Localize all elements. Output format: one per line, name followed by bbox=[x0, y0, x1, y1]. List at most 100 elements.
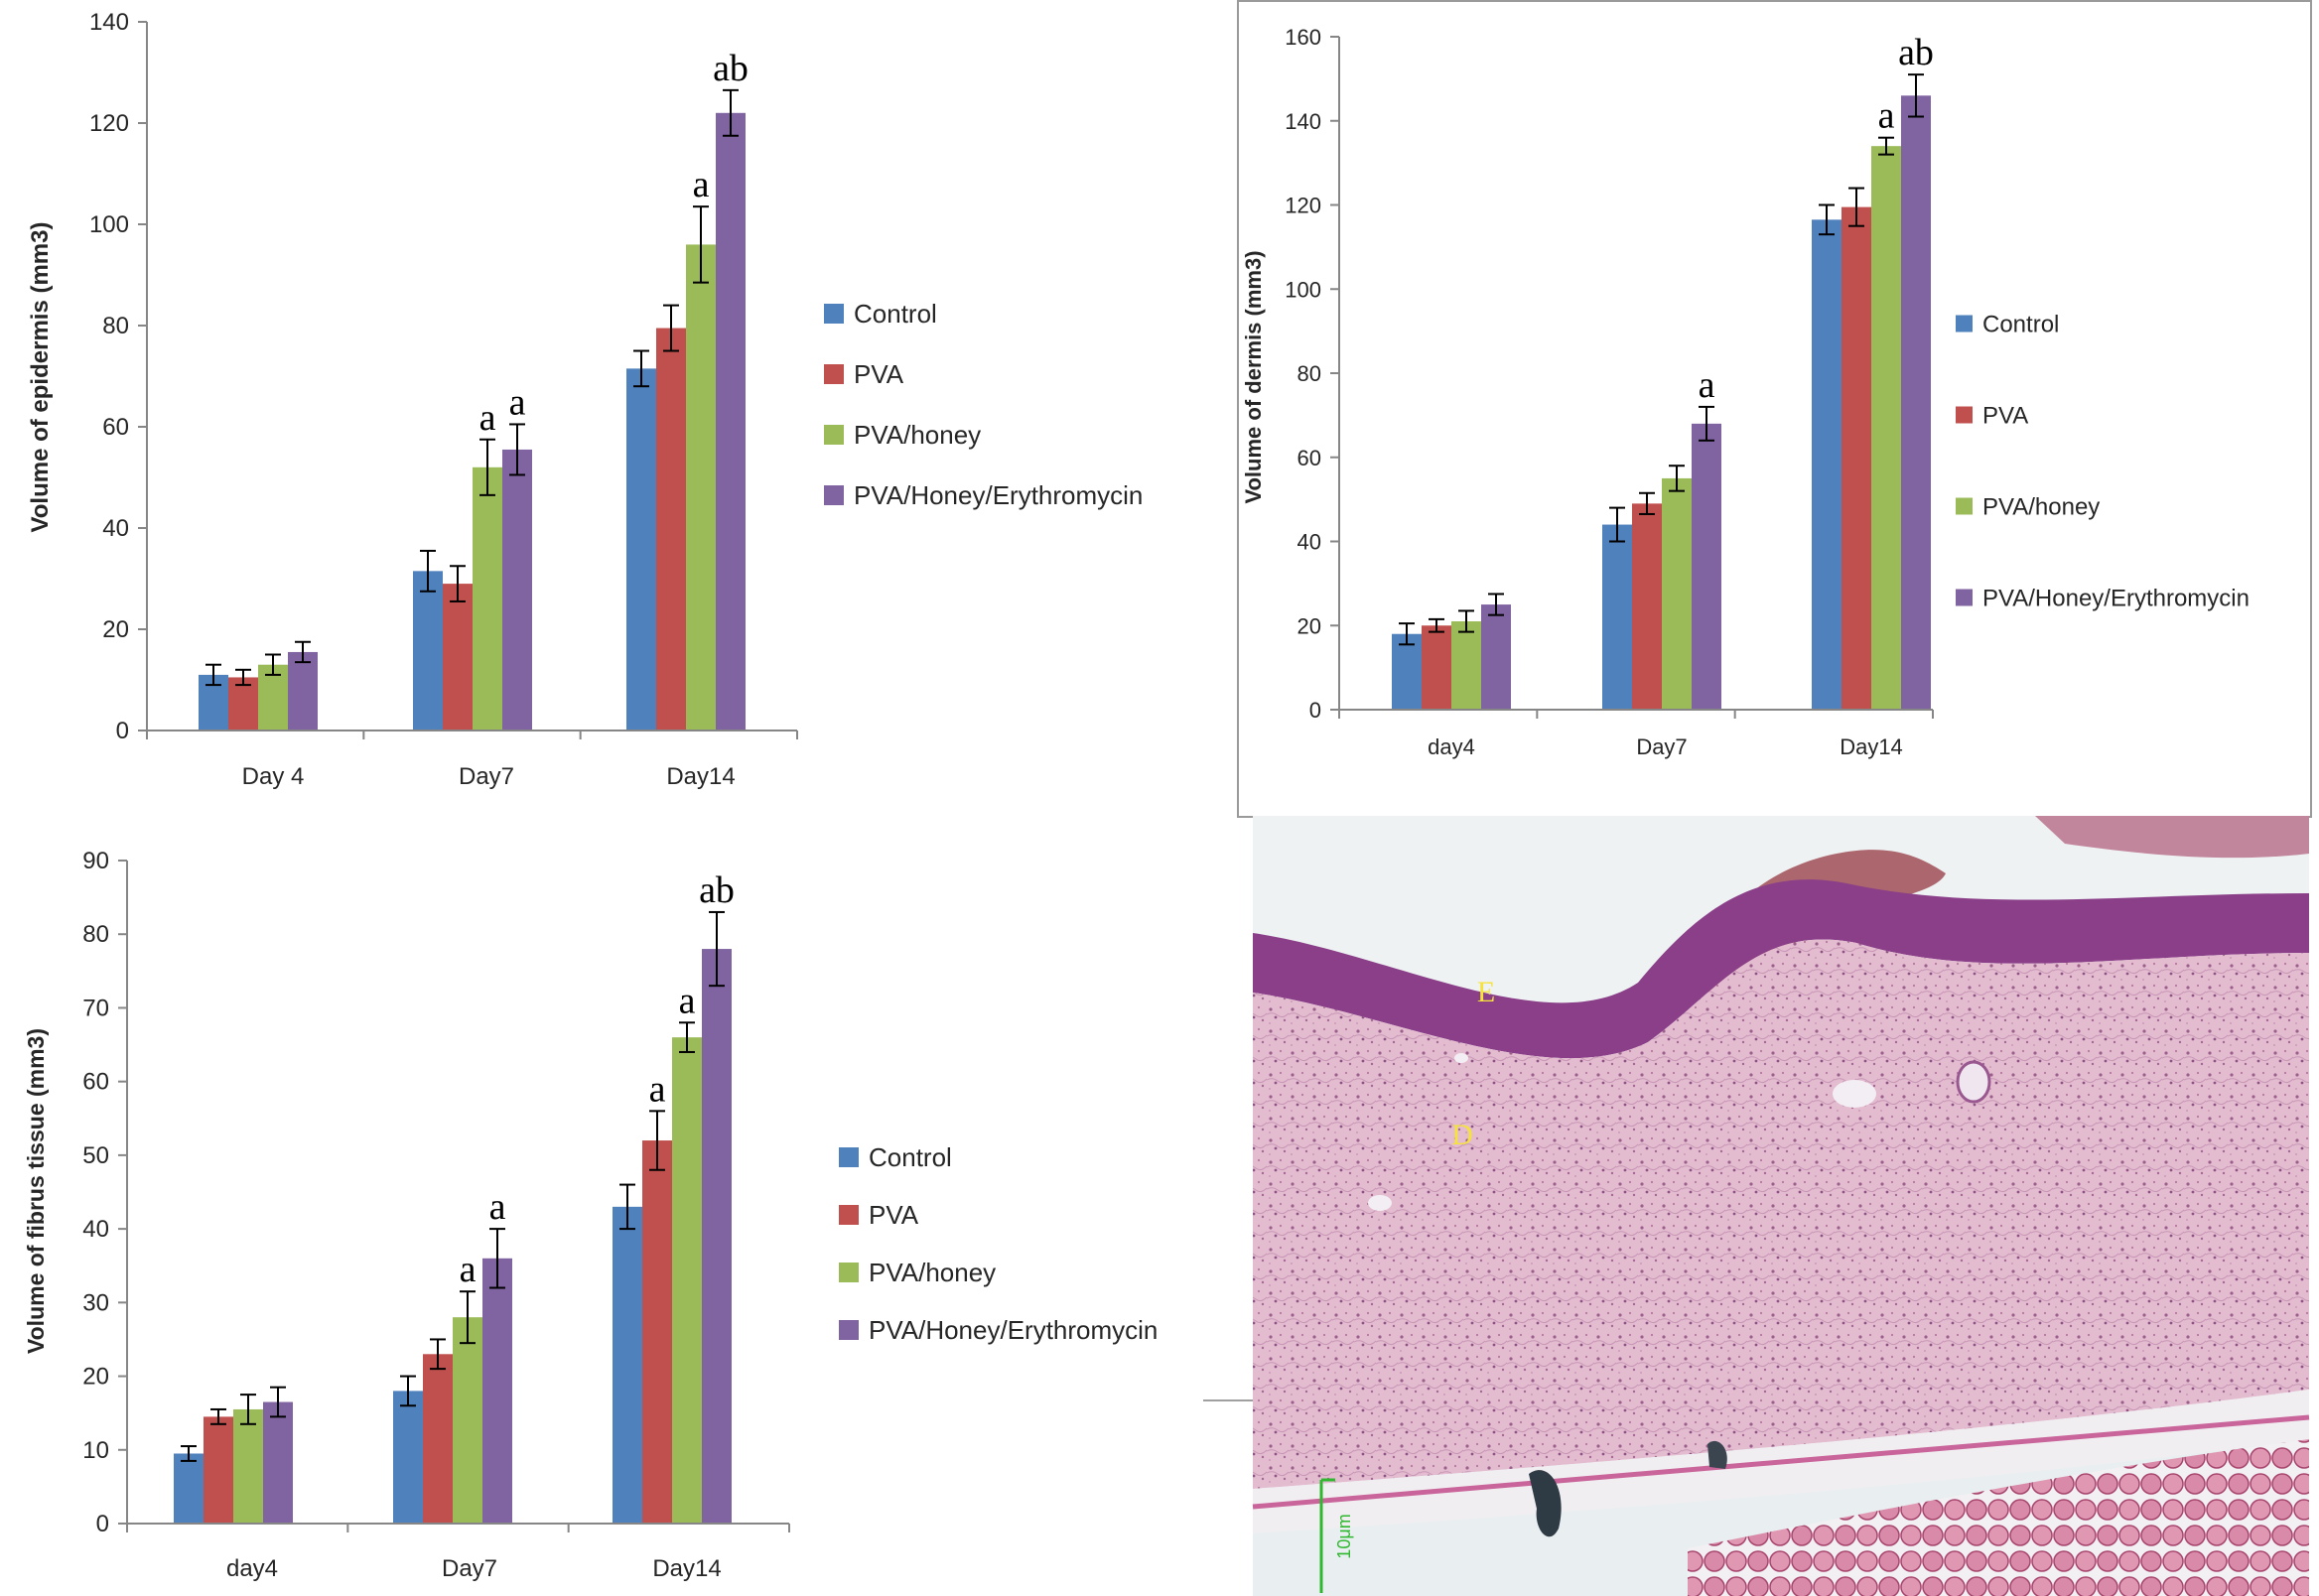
legend-label: PVA/honey bbox=[1982, 493, 2100, 520]
legend-item: PVA/honey bbox=[824, 420, 981, 450]
y-tick-label: 20 bbox=[102, 616, 129, 643]
legend-item: Control bbox=[1956, 311, 2059, 337]
error-bar bbox=[1639, 491, 1655, 515]
legend-swatch bbox=[1956, 406, 1973, 424]
error-bar bbox=[693, 205, 709, 284]
legend-swatch bbox=[824, 304, 844, 324]
x-tick-label: day4 bbox=[1428, 734, 1475, 759]
error-bar bbox=[210, 1407, 226, 1425]
legend-swatch bbox=[839, 1205, 859, 1225]
legend-swatch bbox=[839, 1147, 859, 1167]
bar bbox=[174, 1453, 204, 1524]
error-bar bbox=[489, 1228, 505, 1289]
y-tick-label: 160 bbox=[1285, 25, 1321, 50]
y-tick-label: 0 bbox=[1309, 698, 1321, 723]
error-bar bbox=[295, 640, 311, 664]
legend-label: Control bbox=[1982, 311, 2059, 337]
bar bbox=[1662, 477, 1692, 710]
bar bbox=[702, 949, 732, 1524]
significance-label: ab bbox=[699, 869, 735, 911]
error-bar bbox=[1669, 465, 1685, 492]
legend-label: PVA/Honey/Erythromycin bbox=[1982, 585, 2250, 611]
y-tick-label: 20 bbox=[82, 1364, 109, 1391]
legend-item: PVA bbox=[824, 359, 904, 389]
legend-label: PVA bbox=[869, 1200, 919, 1230]
bar bbox=[642, 1140, 672, 1524]
y-tick-label: 80 bbox=[1297, 361, 1321, 386]
y-tick-label: 50 bbox=[82, 1142, 109, 1169]
error-bar bbox=[663, 304, 679, 352]
scale-bar-label: 10μm bbox=[1334, 1514, 1354, 1558]
bar bbox=[1842, 206, 1871, 710]
y-tick-label: 60 bbox=[102, 414, 129, 441]
error-bar bbox=[679, 1021, 695, 1053]
error-bar bbox=[181, 1445, 197, 1462]
error-bar bbox=[633, 349, 649, 388]
error-bar bbox=[1819, 203, 1835, 236]
histology-micrograph: E D 10μm bbox=[1252, 816, 2310, 1596]
y-tick-label: 40 bbox=[1297, 530, 1321, 555]
y-tick-label: 30 bbox=[82, 1289, 109, 1316]
error-bar bbox=[479, 438, 495, 496]
y-tick-label: 80 bbox=[82, 921, 109, 948]
legend-item: PVA/Honey/Erythromycin bbox=[1956, 585, 2250, 611]
significance-label: a bbox=[1699, 364, 1715, 406]
bar bbox=[1632, 503, 1662, 710]
y-tick-label: 40 bbox=[102, 515, 129, 542]
significance-label: a bbox=[679, 980, 696, 1021]
y-tick-label: 120 bbox=[89, 110, 129, 137]
legend-item: PVA/honey bbox=[1956, 493, 2100, 520]
y-tick-label: 60 bbox=[82, 1069, 109, 1096]
y-tick-label: 10 bbox=[82, 1437, 109, 1464]
error-bar bbox=[450, 565, 466, 602]
legend-item: PVA/Honey/Erythromycin bbox=[824, 480, 1143, 510]
chart-epidermis: 0 20 40 60 80 100 120 140 Day 4 Day7 Day14 Volume… bbox=[27, 9, 1143, 790]
error-bar bbox=[265, 653, 281, 676]
error-bar bbox=[1848, 187, 1864, 227]
legend-swatch bbox=[824, 485, 844, 505]
dermis-label: D bbox=[1451, 1119, 1473, 1151]
error-bar bbox=[460, 1290, 476, 1345]
bar bbox=[453, 1317, 482, 1524]
y-tick-label: 100 bbox=[1285, 277, 1321, 302]
error-bar bbox=[723, 88, 739, 137]
bar bbox=[656, 328, 686, 731]
legend-item: Control bbox=[839, 1142, 952, 1172]
y-axis-label: Volume of epidermis (mm3) bbox=[27, 222, 54, 533]
y-tick-label: 20 bbox=[1297, 613, 1321, 638]
legend-swatch bbox=[1956, 315, 1973, 332]
legend-swatch bbox=[839, 1263, 859, 1282]
error-bar bbox=[270, 1386, 286, 1418]
bar bbox=[1392, 633, 1422, 710]
bar bbox=[716, 112, 746, 732]
significance-label: a bbox=[479, 397, 496, 439]
chart-dermis: 0 20 40 60 80 100 120 140 160 day4 Day7 Day14 Volu… bbox=[1241, 25, 2250, 759]
bar bbox=[482, 1258, 512, 1524]
x-tick-label: Day7 bbox=[1636, 734, 1687, 759]
error-bar bbox=[509, 423, 525, 476]
x-tick-label: Day14 bbox=[652, 1555, 721, 1582]
significance-label: a bbox=[649, 1068, 666, 1110]
x-tick-label: Day7 bbox=[442, 1555, 497, 1582]
error-bar bbox=[709, 910, 725, 988]
legend-label: Control bbox=[869, 1142, 952, 1172]
legend-label: PVA/Honey/Erythromycin bbox=[869, 1315, 1158, 1345]
bar bbox=[473, 466, 502, 731]
bar bbox=[626, 368, 656, 731]
legend-label: PVA/honey bbox=[854, 420, 981, 450]
legend-swatch bbox=[1956, 589, 1973, 606]
bar bbox=[204, 1416, 233, 1524]
y-tick-label: 90 bbox=[82, 848, 109, 874]
error-bar bbox=[1908, 73, 1924, 118]
y-tick-label: 120 bbox=[1285, 194, 1321, 218]
y-tick-label: 80 bbox=[102, 313, 129, 339]
bar bbox=[228, 677, 258, 731]
bar bbox=[1871, 146, 1901, 711]
significance-label: a bbox=[489, 1186, 506, 1228]
error-bar bbox=[205, 663, 221, 687]
legend-item: PVA/honey bbox=[839, 1258, 996, 1287]
legend-label: PVA/Honey/Erythromycin bbox=[854, 480, 1143, 510]
y-tick-label: 0 bbox=[116, 718, 129, 744]
x-tick-label: Day14 bbox=[666, 763, 735, 790]
